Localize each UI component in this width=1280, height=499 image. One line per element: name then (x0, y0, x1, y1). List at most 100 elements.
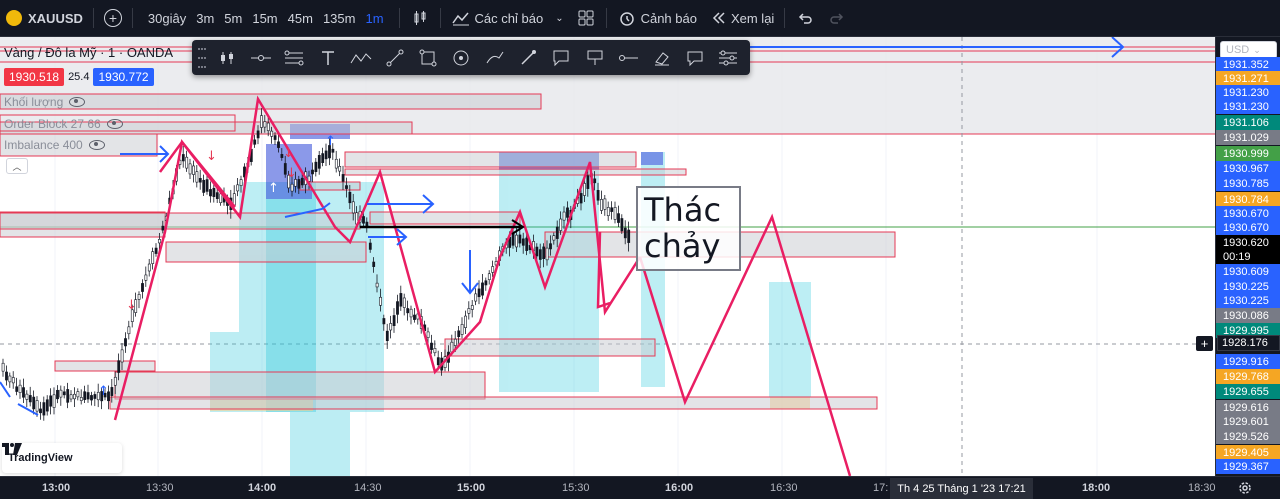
brush-tool-icon[interactable] (479, 44, 510, 72)
price-label: 1929.916 (1216, 354, 1280, 369)
svg-text:↓: ↓ (126, 298, 137, 313)
indicators-button[interactable]: Các chỉ báo ⌄ (445, 0, 570, 36)
price-label: 1929.367 (1216, 459, 1280, 474)
timeframe-3m[interactable]: 3m (196, 10, 215, 26)
price-label: 1930.999 (1216, 146, 1280, 161)
gear-icon[interactable] (1237, 480, 1253, 496)
spread-value: 25.4 (68, 71, 90, 83)
time-label: 18:30 (1188, 482, 1216, 494)
buy-button[interactable]: 1930.772 (93, 68, 154, 86)
sell-button[interactable]: 1930.518 (4, 68, 65, 86)
annotation-line-2: chảy (644, 227, 721, 265)
rewind-icon (709, 8, 729, 28)
symbol-name: XAUUSD (28, 10, 83, 26)
alert-button[interactable]: Cảnh báo (611, 0, 703, 36)
layouts-button[interactable] (570, 0, 602, 36)
candlestick-series (1, 108, 631, 421)
price-label: 1931.230 (1216, 85, 1280, 100)
add-alert-plus-button[interactable]: + (1196, 336, 1213, 351)
symbol-search[interactable]: XAUUSD (0, 0, 89, 36)
indicator-label: Khối lượng (4, 95, 64, 109)
annotation-text-box[interactable]: Thác chảy (636, 186, 741, 271)
time-label: 14:30 (354, 482, 382, 494)
eye-icon[interactable] (106, 119, 123, 129)
parallel-channel-icon[interactable] (279, 44, 310, 72)
time-label: 15:00 (457, 482, 486, 494)
crosshair-price-label: 1928.176 (1217, 335, 1280, 351)
price-label-icon[interactable] (579, 44, 610, 72)
wave-line-2 (158, 139, 236, 208)
path-tool-icon[interactable] (346, 44, 377, 72)
redo-icon (827, 8, 847, 28)
price-label: 1930.785 (1216, 176, 1280, 191)
drawing-toolbar (192, 40, 750, 75)
chart-pane[interactable]: ↓ ↓ ↓ ↓ ↑ ↑ ↑ ↑ Vàng / Đô la Mỹ · 1 · OA… (0, 37, 1215, 476)
indicator-label: Imbalance 400 (4, 138, 83, 152)
svg-text:↑: ↑ (325, 134, 336, 149)
rectangle-tool-icon[interactable] (412, 44, 443, 72)
timeframe-1m[interactable]: 1m (365, 10, 384, 26)
drag-handle[interactable] (198, 47, 206, 68)
indicator-imbalance[interactable]: Imbalance 400 (4, 138, 105, 152)
text-tool-icon[interactable] (312, 44, 343, 72)
chart-canvas[interactable]: ↓ ↓ ↓ ↓ ↑ ↑ ↑ ↑ (0, 37, 1215, 476)
divider (784, 8, 786, 28)
divider (439, 8, 441, 28)
undo-icon (795, 8, 815, 28)
time-label: 13:30 (146, 482, 174, 494)
tradingview-logo-icon (2, 443, 22, 455)
chart-legend: Vàng / Đô la Mỹ · 1 · OANDA (4, 45, 173, 60)
time-label: 15:30 (562, 482, 590, 494)
eye-icon[interactable] (88, 140, 105, 150)
price-scale[interactable]: USD ⌄ 1931.352 1931.271 1931.230 1931.230 19… (1215, 37, 1280, 476)
eye-icon[interactable] (69, 97, 86, 107)
indicators-icon (451, 8, 471, 28)
chart-type-button[interactable] (404, 0, 436, 36)
price-label: 1929.768 (1216, 369, 1280, 384)
redo-button[interactable] (821, 0, 853, 36)
time-label: 18:00 (1082, 482, 1111, 494)
annotation-line-1: Thác (644, 191, 722, 229)
brush-pen-icon[interactable] (512, 44, 543, 72)
projection-line (638, 213, 852, 476)
price-label: 1930.609 (1216, 264, 1280, 279)
timeframe-45m[interactable]: 45m (287, 10, 313, 26)
price-label: 1929.655 (1216, 384, 1280, 399)
price-label: 1929.405 (1216, 445, 1280, 460)
indicator-volume[interactable]: Khối lượng (4, 95, 86, 109)
symbol-title: Vàng / Đô la Mỹ · 1 · OANDA (4, 45, 174, 60)
price-label: 1929.601 (1216, 414, 1280, 429)
price-label: 1929.995 (1216, 323, 1280, 338)
comment-icon[interactable] (679, 44, 710, 72)
trend-line-icon[interactable] (379, 44, 410, 72)
circle-tool-icon[interactable] (446, 44, 477, 72)
svg-text:↓: ↓ (283, 146, 294, 161)
timeframe-135m[interactable]: 135m (322, 10, 356, 26)
price-label: 1931.106 (1216, 115, 1280, 130)
candle-tool-icon[interactable] (212, 44, 243, 72)
chevron-down-icon: ⌄ (555, 12, 564, 24)
price-label: 1929.526 (1216, 429, 1280, 444)
gold-symbol-icon (6, 10, 22, 26)
time-label: 16:30 (770, 482, 798, 494)
eraser-icon[interactable] (646, 44, 677, 72)
timeframe-5m[interactable]: 5m (224, 10, 243, 26)
time-scale[interactable]: 13:00 13:30 14:00 14:30 15:00 15:30 16:00 16:30… (0, 476, 1280, 499)
undo-button[interactable] (789, 0, 821, 36)
price-label: 1930.670 (1216, 220, 1280, 235)
timeframe-30s[interactable]: 30giây (147, 10, 187, 26)
divider (605, 8, 607, 28)
more-tools-icon[interactable] (713, 44, 744, 72)
tradingview-logo[interactable]: TradingView (2, 443, 122, 473)
indicator-order-block[interactable]: Order Block 27 66 (4, 117, 123, 131)
collapse-legend-button[interactable]: ︿ (6, 158, 28, 174)
price-label: 1931.029 (1216, 130, 1280, 145)
time-label: 17: (873, 482, 889, 494)
price-label: 1931.352 (1216, 57, 1280, 72)
callout-tool-icon[interactable] (546, 44, 577, 72)
horizontal-ray-icon[interactable] (245, 44, 276, 72)
replay-button[interactable]: Xem lại (703, 0, 780, 36)
compare-button[interactable]: + (98, 0, 128, 36)
timeframe-15m[interactable]: 15m (252, 10, 278, 26)
horizontal-line-icon[interactable] (613, 44, 644, 72)
